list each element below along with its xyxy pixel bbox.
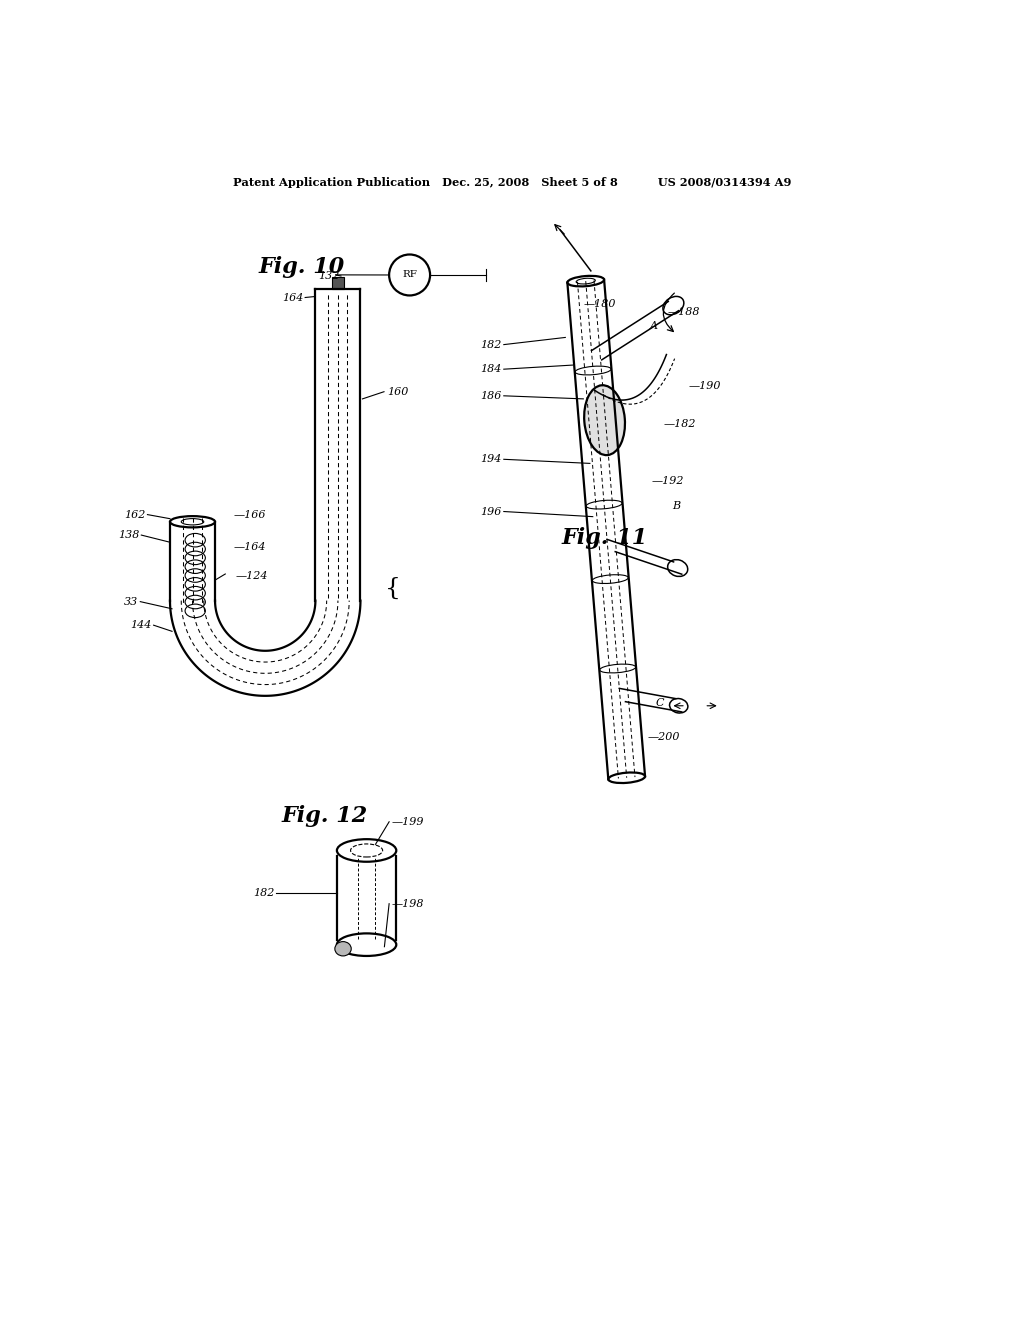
Text: {: {	[385, 577, 401, 599]
Text: Patent Application Publication   Dec. 25, 2008   Sheet 5 of 8          US 2008/0: Patent Application Publication Dec. 25, …	[232, 177, 792, 187]
Text: 196: 196	[480, 507, 502, 516]
Ellipse shape	[567, 276, 604, 286]
Text: Fig. 12: Fig. 12	[282, 805, 368, 828]
Text: 194: 194	[480, 454, 502, 465]
Text: 182: 182	[253, 888, 274, 899]
Text: —192: —192	[651, 475, 684, 486]
Text: 132: 132	[318, 271, 340, 281]
Ellipse shape	[608, 772, 645, 783]
Ellipse shape	[337, 933, 396, 956]
Text: —124: —124	[236, 572, 268, 581]
Text: —182: —182	[664, 420, 696, 429]
Text: —199: —199	[391, 817, 424, 826]
Text: 144: 144	[130, 620, 152, 630]
Text: Fig. 10: Fig. 10	[259, 256, 345, 277]
Text: 138: 138	[118, 531, 139, 540]
Ellipse shape	[170, 516, 215, 528]
Text: A: A	[650, 321, 658, 331]
Text: —166: —166	[233, 510, 266, 520]
Text: 184: 184	[480, 364, 502, 374]
Text: 160: 160	[387, 387, 409, 397]
Ellipse shape	[668, 560, 688, 577]
Text: 186: 186	[480, 391, 502, 401]
Text: —180: —180	[584, 298, 616, 309]
Text: —188: —188	[668, 306, 700, 317]
Ellipse shape	[337, 840, 396, 862]
Ellipse shape	[584, 385, 625, 455]
Text: 33: 33	[124, 597, 138, 607]
Text: Fig. 11: Fig. 11	[561, 527, 647, 549]
Bar	[332, 277, 344, 289]
Text: —200: —200	[647, 731, 680, 742]
Text: —164: —164	[233, 543, 266, 552]
Text: —198: —198	[391, 899, 424, 908]
Text: B: B	[672, 502, 680, 511]
Text: 182: 182	[480, 339, 502, 350]
Ellipse shape	[663, 297, 684, 314]
Ellipse shape	[670, 698, 688, 713]
Ellipse shape	[335, 941, 351, 956]
Text: —190: —190	[688, 380, 721, 391]
Text: RF: RF	[402, 271, 417, 280]
Text: C: C	[655, 698, 664, 708]
Text: 164: 164	[282, 293, 303, 302]
Text: 162: 162	[124, 510, 145, 520]
